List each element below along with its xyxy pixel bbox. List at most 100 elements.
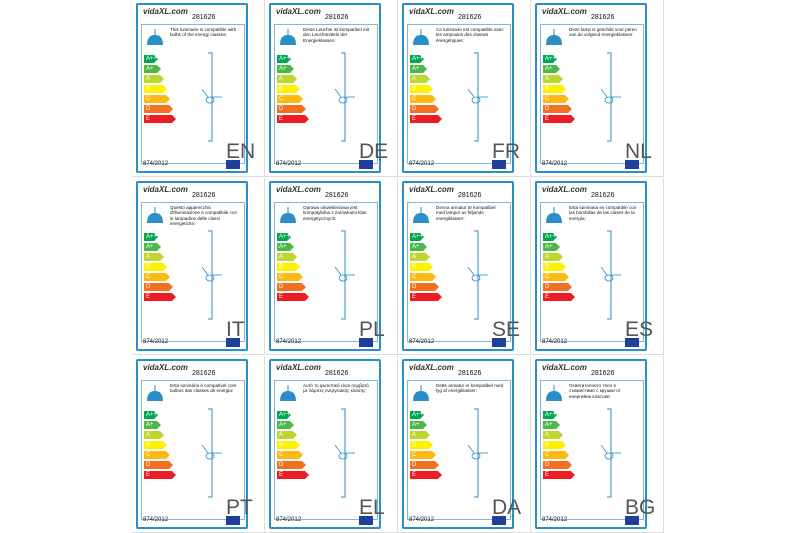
inner-frame	[141, 202, 245, 342]
icons	[147, 29, 222, 142]
language-code: NL	[625, 140, 652, 163]
regulation: 874/2012	[276, 161, 302, 167]
regulation: 874/2012	[542, 161, 568, 167]
energy-class: C	[410, 273, 436, 281]
description: Deze lamp is geschikt voor peren van de …	[569, 27, 637, 38]
regulation: 874/2012	[143, 339, 169, 345]
brand: vidaXL.com	[143, 363, 188, 372]
energy-class: A+	[410, 421, 427, 429]
eu-flag	[226, 338, 240, 347]
energy-class: D	[410, 461, 439, 469]
language-code: IT	[226, 318, 245, 341]
language-code: SE	[492, 318, 521, 341]
energy-class: D	[277, 283, 306, 291]
icons	[413, 29, 488, 142]
energy-class: A++	[412, 56, 424, 62]
language-code: DA	[492, 496, 522, 519]
description: Oprawa oświetleniowa jest kompatybilna z…	[303, 205, 367, 221]
energy-class: C	[277, 451, 303, 459]
regulation: 874/2012	[143, 517, 169, 523]
inner-frame	[407, 24, 511, 164]
energy-class: A	[543, 253, 563, 261]
brand: vidaXL.com	[276, 7, 321, 16]
description: Ce luminaire est compatible avec les amp…	[436, 27, 504, 43]
icons	[546, 207, 621, 320]
brand: vidaXL.com	[542, 7, 587, 16]
energy-class: A	[410, 253, 430, 261]
energy-class: E	[277, 471, 309, 479]
energy-class: A+	[144, 243, 161, 251]
brand: vidaXL.com	[542, 185, 587, 194]
energy-class: A++	[412, 234, 424, 240]
product-number: 281626	[325, 370, 349, 377]
inner-frame	[540, 24, 644, 164]
energy-class: E	[410, 293, 442, 301]
energy-class: D	[543, 105, 572, 113]
label-cell: vidaXL.com 281626 This luminaire is compat…	[132, 0, 265, 177]
product-number: 281626	[325, 192, 349, 199]
description: Esta luminaria es compatible con las bom…	[569, 205, 637, 221]
energy-class: A+	[144, 421, 161, 429]
energy-class: A	[144, 253, 164, 261]
energy-class: E	[410, 115, 442, 123]
energy-class: D	[144, 105, 173, 113]
eu-flag	[359, 338, 373, 347]
product-number: 281626	[192, 370, 216, 377]
product-number: 281626	[192, 192, 216, 199]
energy-class: A	[543, 75, 563, 83]
label-cell: vidaXL.com 281626 Diese Leuchte ist kompat…	[265, 0, 398, 177]
inner-frame	[141, 380, 245, 520]
energy-label: vidaXL.com 281626 This luminaire is compat…	[136, 3, 248, 173]
label-cell: vidaXL.com 281626 Осветителното тяло е съв…	[531, 356, 664, 533]
brand: vidaXL.com	[276, 185, 321, 194]
label-cell: vidaXL.com 281626 Esta luminaria es compat…	[531, 178, 664, 355]
energy-label: vidaXL.com 281626 Questo apparecchio d'ill…	[136, 181, 248, 351]
energy-class: C	[144, 451, 170, 459]
energy-class: C	[543, 451, 569, 459]
energy-label: vidaXL.com 281626 Dette armatur er kompati…	[402, 359, 514, 529]
description: Denna armatur är kompatibel med lampor a…	[436, 205, 496, 221]
language-code: ES	[625, 318, 654, 341]
description: Diese Leuchte ist kompatibel mit den Leu…	[303, 27, 370, 43]
inner-frame	[407, 202, 511, 342]
energy-class: B	[410, 263, 433, 271]
energy-class: E	[543, 293, 575, 301]
energy-class: B	[144, 85, 167, 93]
language-code: FR	[492, 140, 520, 163]
language-code: EN	[226, 140, 256, 163]
regulation: 874/2012	[276, 517, 302, 523]
icons	[280, 29, 355, 142]
energy-class: A	[543, 431, 563, 439]
energy-class: B	[543, 263, 566, 271]
energy-class: A++	[279, 234, 291, 240]
label-cell: vidaXL.com 281626 Deze lamp is geschikt vo…	[531, 0, 664, 177]
energy-class: D	[410, 283, 439, 291]
energy-class: A	[277, 431, 297, 439]
description: Αυτό το φωτιστικό είναι συμβατό με λάμπε…	[303, 383, 369, 394]
energy-class: D	[144, 283, 173, 291]
label-cell: vidaXL.com 281626 Questo apparecchio d'ill…	[132, 178, 265, 355]
description: Esta luminária é compatível com bulbos d…	[170, 383, 237, 394]
label-cell: vidaXL.com 281626 Esta luminária é compatí…	[132, 356, 265, 533]
energy-class: A+	[277, 421, 294, 429]
energy-class: E	[543, 115, 575, 123]
energy-label: vidaXL.com 281626 Deze lamp is geschikt vo…	[535, 3, 647, 173]
energy-label: vidaXL.com 281626 Esta luminaria es compat…	[535, 181, 647, 351]
inner-frame	[540, 380, 644, 520]
energy-class: A+	[543, 421, 560, 429]
energy-class: D	[543, 461, 572, 469]
brand: vidaXL.com	[542, 363, 587, 372]
energy-class: C	[277, 273, 303, 281]
energy-class: E	[144, 293, 176, 301]
label-cell: vidaXL.com 281626 Dette armatur er kompati…	[398, 356, 531, 533]
eu-flag	[226, 160, 240, 169]
energy-class: A++	[412, 412, 424, 418]
energy-class: A	[277, 75, 297, 83]
description: Dette armatur er kompatibel med lyg af e…	[436, 383, 504, 394]
description: Questo apparecchio d'illuminazione è com…	[170, 205, 238, 227]
eu-flag	[492, 516, 506, 525]
energy-class: A++	[146, 56, 158, 62]
energy-class: A++	[545, 234, 557, 240]
energy-class: A+	[543, 65, 560, 73]
